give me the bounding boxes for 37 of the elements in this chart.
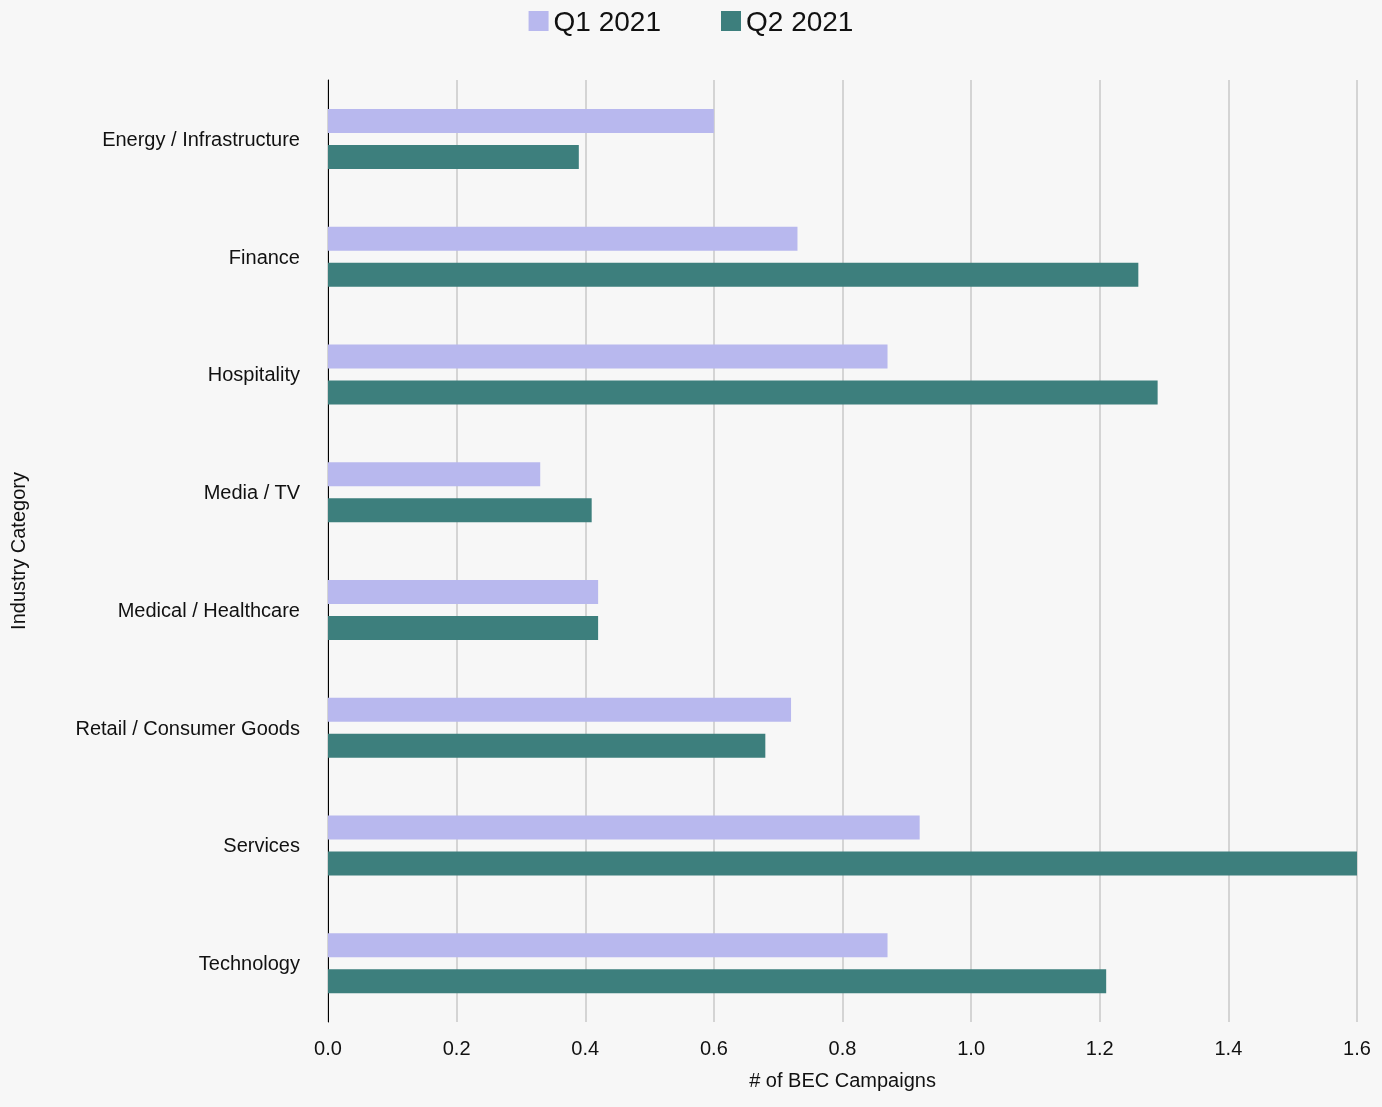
bar	[328, 344, 888, 369]
bar	[328, 815, 920, 840]
bar	[328, 615, 599, 640]
bar	[328, 380, 1158, 405]
x-tick-label: 0.8	[828, 1037, 857, 1059]
bar	[328, 226, 798, 251]
bar	[328, 697, 792, 722]
y-tick-label: Media / TV	[203, 481, 301, 504]
bar	[328, 733, 766, 758]
x-tick-label: 0.4	[571, 1037, 600, 1059]
x-tick-label: 1.4	[1214, 1037, 1243, 1059]
legend-label: Q1 2021	[553, 5, 661, 37]
legend-label: Q2 2021	[746, 5, 854, 37]
y-tick-label: Energy / Infrastructure	[102, 127, 300, 150]
bar	[328, 498, 592, 523]
bar	[328, 108, 714, 133]
bar	[328, 933, 888, 958]
bar	[328, 851, 1357, 876]
x-tick-label: 1.6	[1343, 1037, 1371, 1059]
y-tick-label: Retail / Consumer Goods	[75, 716, 300, 739]
bar	[328, 579, 599, 604]
y-tick-label: Services	[223, 834, 300, 857]
x-tick-label: 0.2	[442, 1037, 471, 1059]
x-tick-label: 0.0	[314, 1037, 342, 1059]
x-tick-label: 1.0	[957, 1037, 986, 1059]
y-tick-label: Technology	[198, 952, 300, 975]
y-tick-label: Medical / Healthcare	[117, 598, 300, 621]
x-tick-label: 1.2	[1085, 1037, 1114, 1059]
y-axis-title: Industry Category	[7, 472, 29, 630]
bar	[328, 969, 1107, 994]
x-tick-label: 0.6	[699, 1037, 728, 1059]
bar	[328, 462, 541, 487]
bar	[328, 144, 579, 169]
y-tick-label: Hospitality	[207, 363, 300, 386]
x-axis-title: # of BEC Campaigns	[749, 1069, 936, 1091]
y-tick-label: Finance	[228, 245, 300, 268]
bar	[328, 262, 1139, 287]
